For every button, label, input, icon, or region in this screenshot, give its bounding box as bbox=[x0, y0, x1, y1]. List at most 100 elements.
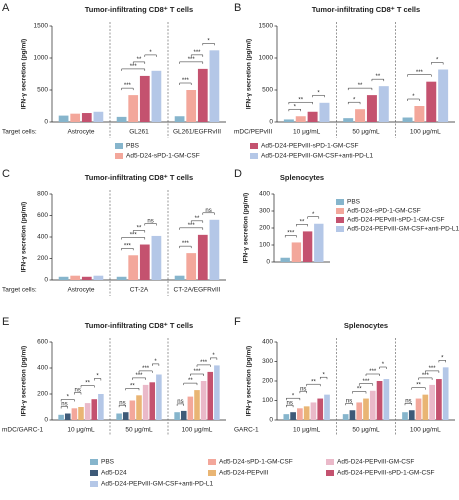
legend-label: Ad5-D24-sPD-1-GM-CSF bbox=[347, 208, 421, 215]
significance-label: ** bbox=[300, 219, 305, 225]
significance-label: ** bbox=[357, 387, 362, 393]
bar bbox=[64, 413, 71, 420]
y-tick-label: 1500 bbox=[259, 23, 274, 30]
bar bbox=[93, 275, 104, 280]
significance-bracket bbox=[379, 366, 387, 369]
y-tick-label: 1000 bbox=[259, 55, 274, 62]
chart-title: Tumor-infiltrating CD8⁺ T cells bbox=[85, 173, 193, 182]
panel-letter: E bbox=[2, 316, 9, 328]
significance-label: *** bbox=[188, 223, 196, 229]
significance-label: *** bbox=[193, 50, 201, 56]
significance-label: *** bbox=[429, 366, 437, 372]
bar bbox=[342, 414, 349, 420]
legend-swatch bbox=[336, 208, 344, 214]
bar bbox=[214, 365, 220, 420]
significance-bracket bbox=[352, 391, 367, 394]
significance-bracket bbox=[125, 388, 140, 391]
bar bbox=[129, 400, 136, 420]
panel-letter: F bbox=[234, 316, 241, 328]
y-tick-label: 500 bbox=[37, 87, 48, 94]
bar bbox=[369, 390, 376, 420]
bar bbox=[174, 412, 180, 420]
significance-label: ** bbox=[188, 378, 193, 384]
legend-swatch bbox=[115, 143, 123, 149]
legend-label: Ad5-D24-PEPvIII bbox=[219, 470, 269, 477]
bar bbox=[283, 414, 290, 420]
significance-bracket bbox=[288, 108, 301, 112]
significance-label: *** bbox=[135, 373, 143, 379]
bar bbox=[70, 275, 81, 280]
chart-title: Splenocytes bbox=[344, 321, 388, 330]
x-tick-label: GL261/EGFRvIII bbox=[173, 129, 221, 136]
significance-label: *** bbox=[416, 70, 424, 76]
y-tick-label: 1500 bbox=[34, 23, 49, 30]
significance-label: *** bbox=[130, 64, 138, 70]
significance-bracket bbox=[60, 399, 75, 402]
x-tick-label: 10 μg/mL bbox=[293, 129, 321, 136]
significance-label: * bbox=[353, 97, 356, 103]
bar bbox=[426, 81, 437, 122]
significance-bracket bbox=[190, 220, 204, 223]
significance-label: *** bbox=[369, 369, 377, 375]
bar bbox=[156, 374, 162, 420]
bar bbox=[197, 68, 208, 122]
significance-label: ** bbox=[137, 226, 142, 232]
legend-swatch bbox=[336, 199, 344, 205]
bar bbox=[151, 70, 162, 122]
y-tick-label: 200 bbox=[259, 225, 270, 232]
significance-bracket bbox=[371, 78, 385, 82]
significance-label: ns bbox=[346, 398, 352, 404]
bar bbox=[98, 394, 104, 420]
x-tick-label: CT-2A/EGFRvIII bbox=[174, 287, 221, 294]
y-tick-label: 0 bbox=[44, 119, 48, 126]
bar bbox=[310, 402, 317, 420]
significance-bracket bbox=[121, 87, 134, 91]
significance-bracket bbox=[138, 370, 153, 373]
significance-label: * bbox=[67, 395, 70, 401]
significance-bracket bbox=[132, 230, 146, 233]
bar bbox=[414, 106, 425, 122]
significance-bracket bbox=[132, 377, 146, 380]
significance-bracket bbox=[288, 101, 313, 105]
legend-swatch bbox=[250, 153, 258, 159]
bar bbox=[58, 115, 69, 122]
y-tick-label: 400 bbox=[259, 191, 270, 198]
bar bbox=[209, 219, 220, 280]
significance-label: ** bbox=[416, 383, 421, 389]
bar bbox=[174, 116, 185, 122]
legend-swatch bbox=[90, 470, 98, 476]
bar bbox=[186, 253, 197, 280]
significance-label: * bbox=[212, 353, 215, 359]
significance-bracket bbox=[179, 227, 204, 230]
panel-letter: D bbox=[234, 168, 242, 180]
significance-label: * bbox=[294, 104, 297, 110]
bar bbox=[58, 414, 64, 420]
significance-bracket bbox=[121, 68, 146, 71]
bar bbox=[139, 75, 150, 122]
x-tick-label: 10 μg/mL bbox=[67, 427, 95, 434]
bar bbox=[136, 395, 142, 420]
bar bbox=[128, 95, 139, 122]
significance-label: * bbox=[149, 50, 152, 56]
significance-label: * bbox=[322, 372, 325, 378]
significance-bracket bbox=[60, 406, 68, 409]
y-tick-label: 1000 bbox=[34, 55, 49, 62]
bar bbox=[180, 410, 187, 420]
significance-label: ** bbox=[137, 57, 142, 63]
legend-label: Ad5-D24-PEPvIII-GM-CSF+anti-PD-L1 bbox=[347, 226, 459, 233]
significance-bracket bbox=[144, 54, 157, 57]
significance-bracket bbox=[411, 387, 426, 390]
bar bbox=[200, 381, 207, 420]
bar bbox=[363, 398, 369, 420]
legend-label: Ad5-D24-PEPvIII-sPD-1-GM-CSF bbox=[337, 470, 435, 477]
bar bbox=[314, 223, 324, 262]
bar bbox=[207, 371, 214, 420]
significance-bracket bbox=[407, 74, 432, 77]
x-axis-label: Target cells: bbox=[2, 287, 37, 294]
x-tick-label: 10 μg/mL bbox=[293, 427, 321, 434]
x-tick-label: 50 μg/mL bbox=[352, 427, 380, 434]
bar bbox=[402, 412, 408, 420]
y-tick-label: 0 bbox=[269, 119, 273, 126]
significance-bracket bbox=[431, 62, 444, 65]
x-axis-label: GARC-1 bbox=[234, 427, 259, 434]
